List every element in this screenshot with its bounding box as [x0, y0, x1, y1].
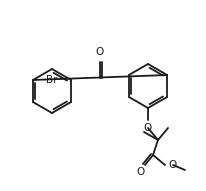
Text: O: O: [137, 167, 145, 177]
Text: Br: Br: [46, 75, 57, 85]
Text: O: O: [96, 46, 104, 57]
Text: O: O: [144, 123, 152, 133]
Text: O: O: [168, 160, 176, 170]
